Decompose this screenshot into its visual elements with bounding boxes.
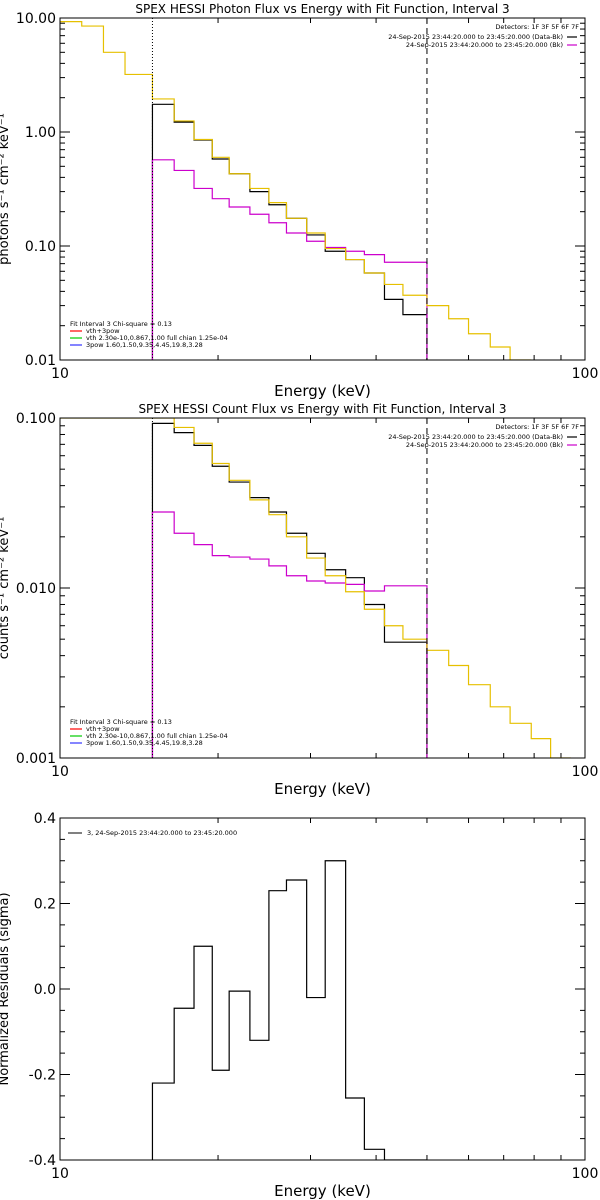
x-tick-label: 10 — [51, 366, 69, 382]
y-tick-label: 0.4 — [34, 811, 56, 827]
legend-fit-item: 3pow 1.60,1.50,9.35,4.45,19.8,3.28 — [86, 341, 203, 349]
series-line-fit — [60, 418, 571, 758]
chart-panel-2: SPEX HESSI Count Flux vs Energy with Fit… — [0, 402, 598, 798]
legend-residual-text: 3, 24-Sep-2015 23:44:20.000 to 23:45:20.… — [87, 829, 237, 837]
y-tick-label: 10.00 — [16, 11, 56, 27]
x-axis-label: Energy (keV) — [274, 1182, 371, 1200]
legend-residuals: 3, 24-Sep-2015 23:44:20.000 to 23:45:20.… — [68, 829, 237, 837]
legend-detectors: Detectors: 1F 3F 5F 6F 7F — [495, 23, 579, 31]
y-tick-label: 0.100 — [16, 411, 56, 427]
chart-title: SPEX HESSI Count Flux vs Energy with Fit… — [138, 402, 506, 416]
series-line-bk — [151, 159, 428, 360]
x-axis-label: Energy (keV) — [274, 382, 371, 400]
series-line-data-bk — [151, 422, 428, 758]
y-tick-label: 0.01 — [25, 353, 56, 369]
y-axis-label: counts s⁻¹ cm⁻² keV⁻¹ — [0, 517, 12, 660]
legend-fit-item: vth+3pow — [86, 327, 120, 335]
legend-fit-info: Fit Interval 3 Chi-square = 0.13vth+3pow… — [70, 320, 228, 349]
legend-fit-info: Fit Interval 3 Chi-square = 0.13vth+3pow… — [70, 718, 228, 747]
series-line-bk — [151, 511, 428, 758]
x-tick-label: 100 — [572, 764, 599, 780]
legend-fit-item: vth 2.30e-10,0.867,1.00 full chian 1.25e… — [86, 334, 228, 342]
chart-panel-3: 10 100 -0.4 -0.2 0.0 0.2 0.4 Energy (keV) Normal… — [0, 811, 598, 1200]
plot-frame — [59, 17, 586, 361]
y-tick-label: 0.010 — [16, 581, 56, 597]
legend-fit-item: vth+3pow — [86, 725, 120, 733]
legend-detectors: Detectors: 1F 3F 5F 6F 7F — [495, 423, 579, 431]
x-tick-label: 10 — [51, 1166, 69, 1182]
legend-interval-text: 24-Sep-2015 23:44:20.000 to 23:45:20.000… — [406, 41, 563, 49]
legend-data-intervals: Detectors: 1F 3F 5F 6F 7F 24-Sep-2015 23:… — [388, 23, 579, 49]
legend-fit-header: Fit Interval 3 Chi-square = 0.13 — [70, 320, 172, 328]
series-line-residuals — [151, 860, 427, 1160]
legend-interval-text: 24-Sep-2015 23:44:20.000 to 23:45:20.000… — [388, 33, 563, 41]
y-tick-label: 0.10 — [25, 239, 56, 255]
x-axis-ticks — [59, 818, 586, 1160]
series-line-data-bk — [151, 103, 428, 360]
chart-panel-1: SPEX HESSI Photon Flux vs Energy with Fi… — [0, 2, 598, 400]
y-tick-label: -0.2 — [29, 1068, 56, 1084]
legend-interval-text: 24-Sep-2015 23:44:20.000 to 23:45:20.000… — [406, 441, 563, 449]
legend-data-intervals: Detectors: 1F 3F 5F 6F 7F 24-Sep-2015 23:… — [388, 423, 579, 449]
y-axis-label: photons s⁻¹ cm⁻² keV⁻¹ — [0, 113, 12, 265]
x-tick-label: 10 — [51, 764, 69, 780]
series-line-fit — [60, 20, 532, 360]
legend-fit-header: Fit Interval 3 Chi-square = 0.13 — [70, 718, 172, 726]
legend-fit-item: 3pow 1.60,1.50,9.35,4.45,19.8,3.28 — [86, 739, 203, 747]
y-tick-label: 0.001 — [16, 751, 56, 767]
plot-frame — [59, 417, 586, 759]
y-tick-label: 0.0 — [34, 982, 56, 998]
x-tick-label: 100 — [572, 1166, 599, 1182]
y-tick-label: 0.2 — [34, 897, 56, 913]
legend-fit-item: vth 2.30e-10,0.867,1.00 full chian 1.25e… — [86, 732, 228, 740]
y-tick-label: -0.4 — [29, 1153, 56, 1169]
chart-title: SPEX HESSI Photon Flux vs Energy with Fi… — [135, 2, 509, 16]
y-axis-ticks — [60, 817, 585, 1161]
x-axis-label: Energy (keV) — [274, 780, 371, 798]
y-axis-ticks — [60, 17, 585, 361]
plot-frame — [59, 817, 586, 1161]
x-tick-label: 100 — [572, 366, 599, 382]
y-axis-label: Normalized Residuals (sigma) — [0, 892, 12, 1085]
y-tick-label: 1.00 — [25, 125, 56, 141]
x-axis-ticks — [59, 18, 586, 360]
legend-interval-text: 24-Sep-2015 23:44:20.000 to 23:45:20.000… — [388, 433, 563, 441]
